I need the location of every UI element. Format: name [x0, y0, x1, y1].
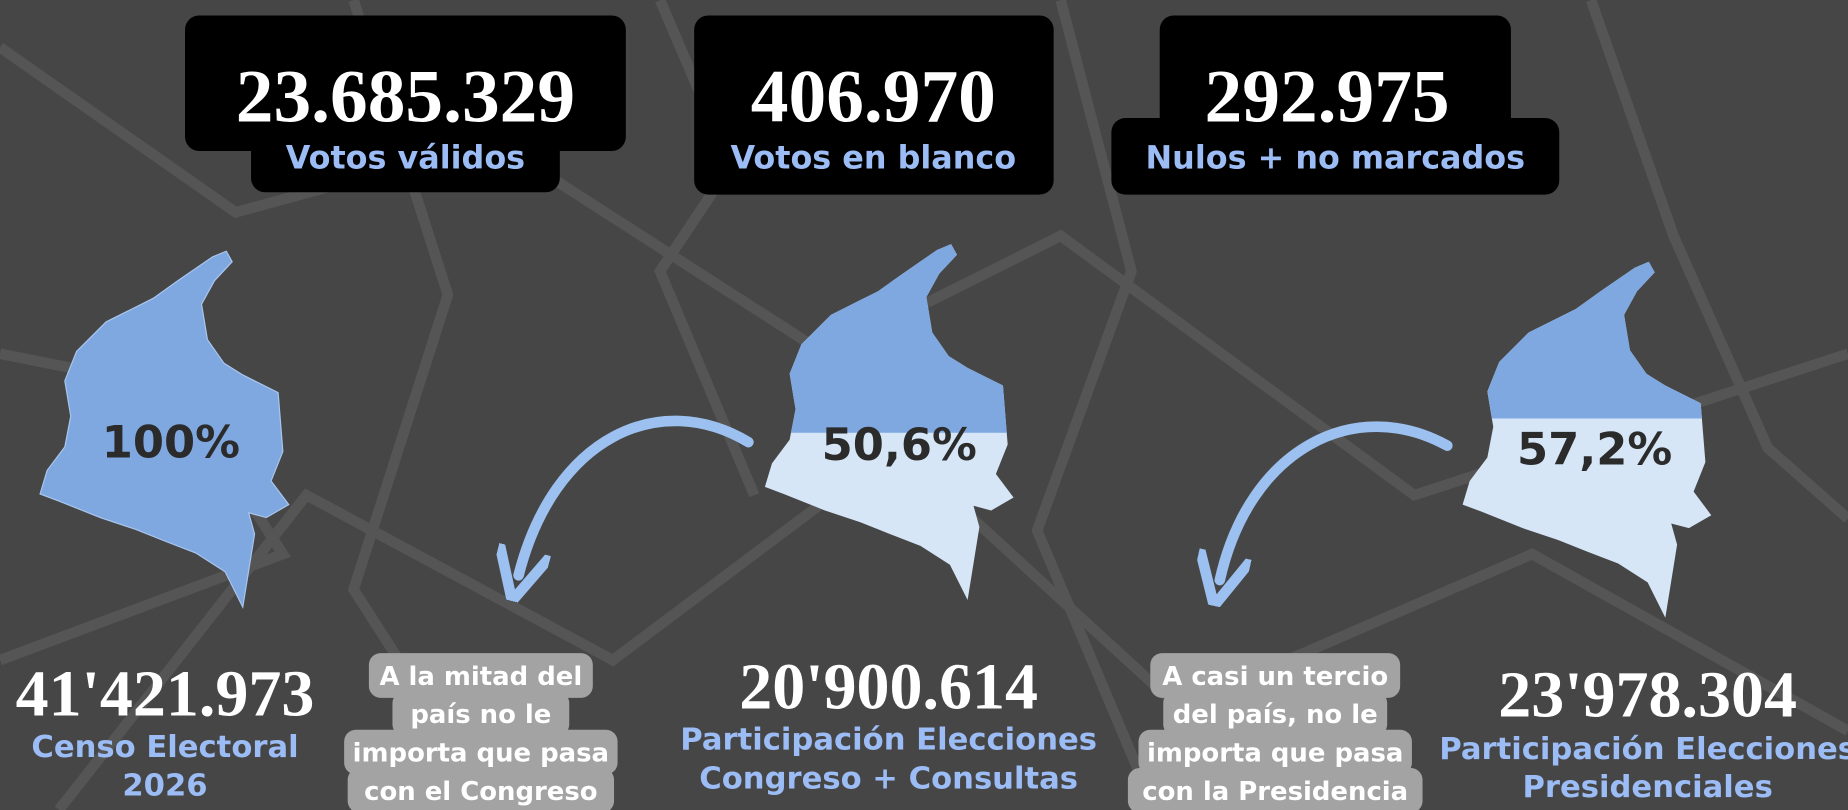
stat-box: 406.970 Votos en blanco: [694, 15, 1054, 195]
note-line: del país, no le: [1173, 700, 1378, 730]
note-background: [1163, 691, 1388, 737]
note-line: A la mitad del: [379, 662, 582, 692]
arrow: [519, 415, 754, 575]
total-value: 41'421.973: [16, 658, 315, 731]
stat-value: 23.685.329: [236, 56, 575, 139]
total-value: 23'978.304: [1498, 659, 1797, 732]
total: 23'978.304 Participación Elecciones Pres…: [1439, 659, 1848, 805]
map-percent: 50,6%: [822, 418, 977, 471]
map-percent: 57,2%: [1517, 423, 1672, 476]
total-label: Censo Electoral: [31, 730, 298, 765]
total-value: 20'900.614: [739, 650, 1038, 723]
stat-label: Votos válidos: [286, 139, 525, 177]
total: 20'900.614 Participación Elecciones Cong…: [680, 650, 1097, 796]
map-percent: 100%: [102, 415, 240, 468]
stat-label: Nulos + no marcados: [1146, 139, 1526, 177]
note: A la mitad del país no le importa que pasa…: [344, 653, 618, 810]
note-background: [344, 729, 618, 775]
stat-label: Votos en blanco: [731, 139, 1017, 177]
total-label: Presidenciales: [1522, 770, 1772, 805]
stat-value: 292.975: [1205, 56, 1450, 139]
note-line: A casi un tercio: [1162, 662, 1388, 692]
note-background: [1150, 653, 1401, 698]
map: 57,2%: [1462, 261, 1712, 618]
map: 100%: [39, 250, 290, 608]
total-label: 2026: [122, 769, 207, 804]
note-background: [368, 653, 593, 698]
total-label: Participación Elecciones: [1439, 732, 1848, 767]
total: 41'421.973 Censo Electoral 2026: [16, 658, 315, 804]
note-background: [1138, 729, 1412, 775]
arrow: [1220, 421, 1453, 580]
notes: A la mitad del país no le importa que pasa…: [344, 653, 1423, 810]
note-line: importa que pasa: [1147, 739, 1403, 769]
note-line: con el Congreso: [364, 777, 597, 807]
note: A casi un tercio del país, no le importa q…: [1127, 653, 1423, 810]
note-line: importa que pasa: [353, 739, 609, 769]
note-line: país no le: [410, 700, 551, 730]
note-background: [347, 768, 615, 810]
stat-box: 23.685.329 Votos válidos: [185, 15, 626, 193]
stat-box: 292.975 Nulos + no marcados: [1111, 15, 1560, 195]
stat-value: 406.970: [751, 56, 996, 139]
note-background: [1127, 768, 1423, 810]
total-label: Participación Elecciones: [680, 723, 1097, 758]
total-label: Congreso + Consultas: [699, 762, 1078, 797]
note-background: [392, 691, 570, 737]
note-line: con la Presidencia: [1142, 777, 1408, 807]
map: 50,6%: [764, 244, 1014, 601]
